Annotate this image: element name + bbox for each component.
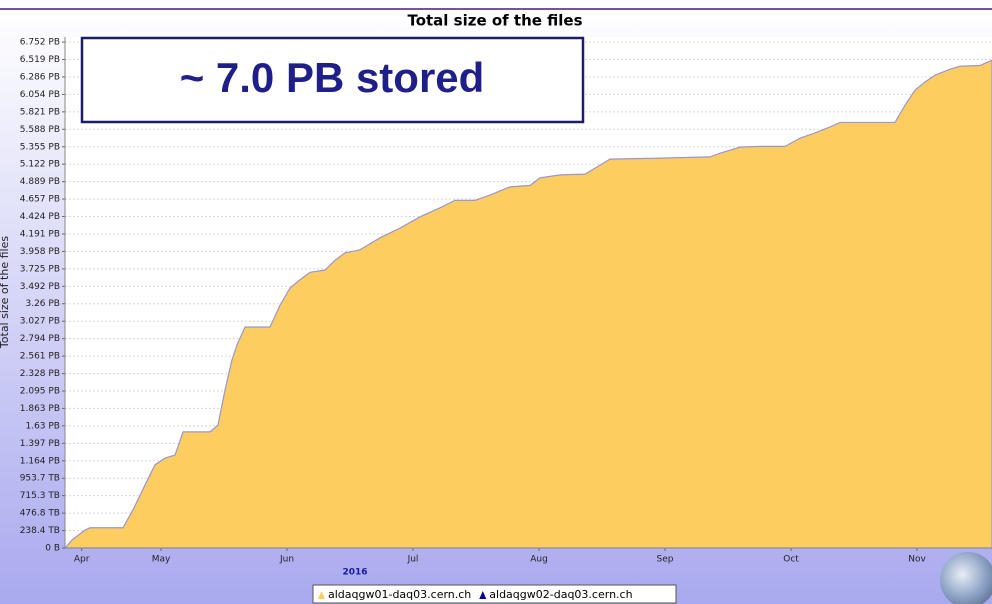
y-tick-label: 476.8 TB — [20, 509, 60, 519]
y-tick-label: 3.027 PB — [20, 317, 60, 327]
chart-title: Total size of the files — [407, 12, 582, 30]
y-tick-label: 5.122 PB — [20, 160, 60, 170]
y-tick-label: 4.657 PB — [20, 195, 60, 205]
y-tick-label: 5.821 PB — [20, 107, 60, 117]
y-tick-label: 1.63 PB — [25, 421, 60, 431]
x-tick-label: Oct — [783, 555, 799, 565]
y-tick-label: 715.3 TB — [20, 491, 60, 501]
x-tick-label: Aug — [530, 555, 548, 565]
y-tick-label: 1.164 PB — [20, 456, 60, 466]
annotation: ~ 7.0 PB stored — [180, 54, 485, 101]
y-tick-label: 2.328 PB — [20, 369, 60, 379]
y-axis-label: Total size of the files — [0, 236, 11, 349]
y-tick-label: 4.889 PB — [20, 177, 60, 187]
x-axis-label: 2016 — [342, 568, 367, 578]
y-tick-label: 3.958 PB — [20, 247, 60, 257]
y-tick-label: 953.7 TB — [20, 474, 60, 484]
legend-label: aldaqgw02-daq03.cern.ch — [489, 588, 632, 601]
y-tick-label: 5.588 PB — [20, 125, 60, 135]
y-tick-label: 6.054 PB — [20, 90, 60, 100]
y-tick-label: 4.424 PB — [20, 212, 60, 222]
y-tick-label: 3.725 PB — [20, 264, 60, 274]
x-tick-label: Sep — [657, 555, 674, 565]
y-tick-label: 6.519 PB — [20, 55, 60, 65]
y-tick-label: 2.561 PB — [20, 352, 60, 362]
chart: 0 B 238.4 TB 476.8 TB 715.3 TB 953.7 TB 1.164… — [0, 0, 992, 604]
x-tick-label: May — [152, 555, 171, 565]
y-tick-label: 3.492 PB — [20, 282, 60, 292]
x-tick-label: Jul — [407, 555, 419, 565]
legend-label: aldaqgw01-daq03.cern.ch — [328, 588, 471, 601]
y-tick-label: 4.191 PB — [20, 229, 60, 239]
y-tick-label: 6.752 PB — [20, 38, 60, 48]
x-tick-label: Nov — [908, 555, 926, 565]
x-tick-label: Jun — [279, 555, 294, 565]
y-tick-label: 5.355 PB — [20, 142, 60, 152]
y-tick-label: 2.794 PB — [20, 334, 60, 344]
y-tick-label: 3.26 PB — [25, 299, 60, 309]
y-tick-label: 1.863 PB — [20, 404, 60, 414]
y-tick-label: 6.286 PB — [20, 73, 60, 83]
y-tick-label: 1.397 PB — [20, 439, 60, 449]
y-tick-label: 2.095 PB — [20, 387, 60, 397]
x-tick-label: Apr — [74, 555, 90, 565]
y-tick-label: 0 B — [45, 544, 60, 554]
y-tick-label: 238.4 TB — [20, 526, 60, 536]
